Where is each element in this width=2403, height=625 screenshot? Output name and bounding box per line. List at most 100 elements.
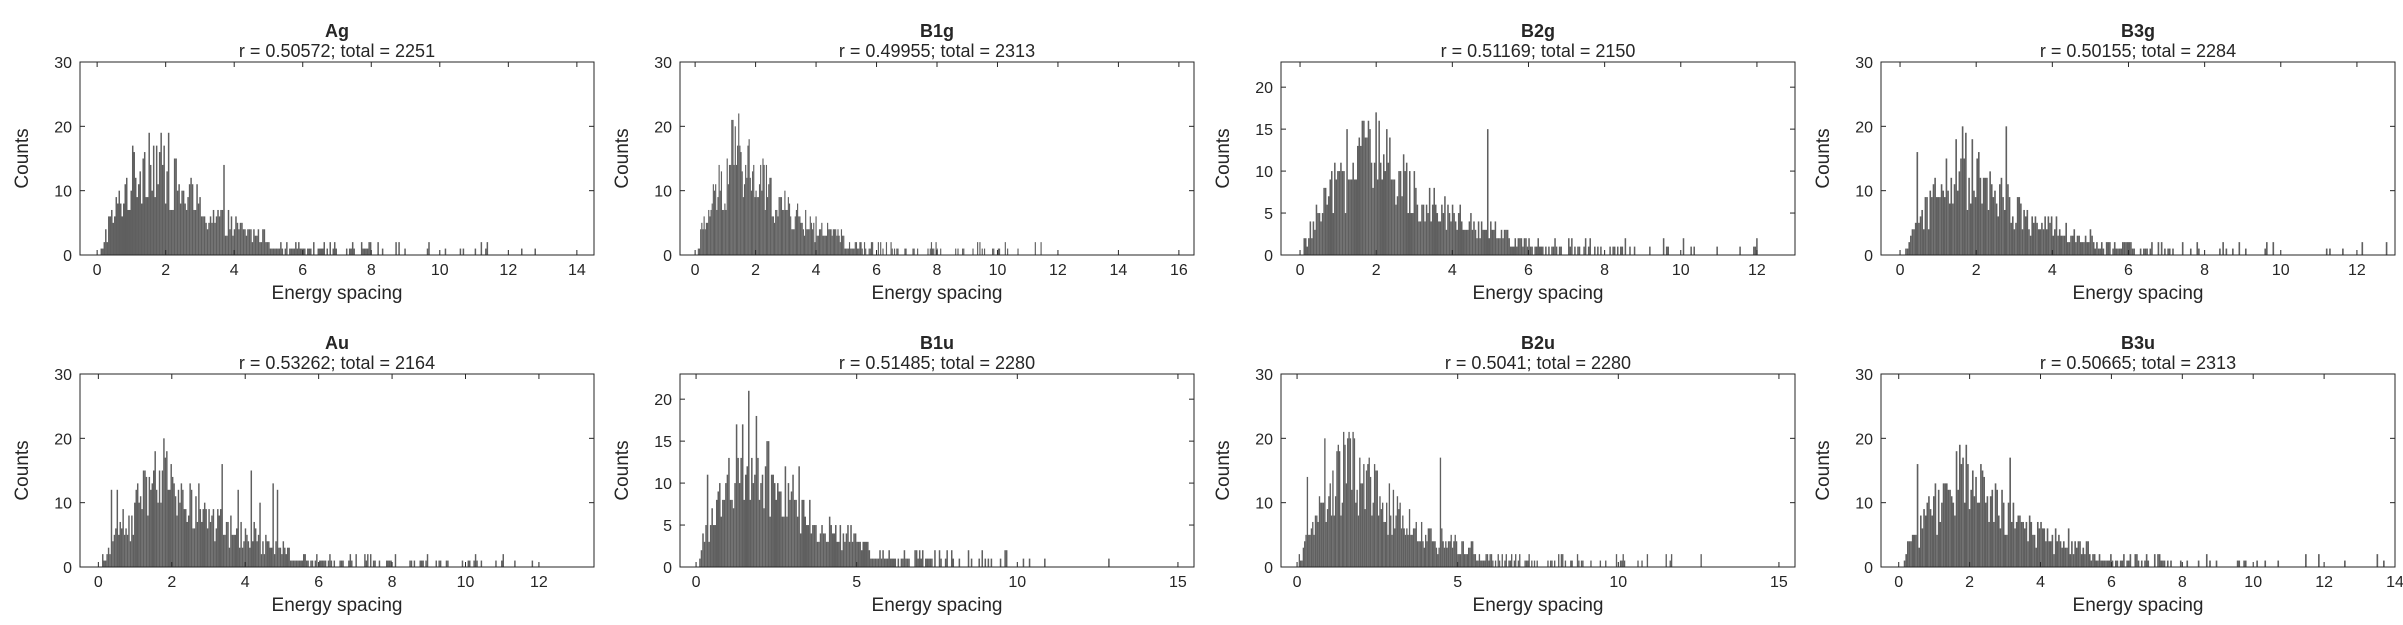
x-tick-label: 16 bbox=[1170, 262, 1188, 279]
histogram-bar bbox=[364, 554, 366, 567]
histogram-bar bbox=[720, 516, 723, 567]
histogram-bar bbox=[2113, 242, 2116, 255]
histogram-bar bbox=[1979, 177, 1982, 255]
chart-title: B2g bbox=[1521, 21, 1555, 41]
histogram-bar bbox=[726, 158, 728, 255]
histogram-bar bbox=[362, 248, 364, 255]
histogram-bar bbox=[933, 248, 935, 255]
histogram-bar bbox=[1334, 496, 1337, 567]
histogram-bar bbox=[2225, 248, 2228, 255]
histogram-bar bbox=[1916, 152, 1919, 255]
histogram-bar bbox=[1466, 554, 1468, 567]
histogram-bar bbox=[1313, 534, 1315, 567]
histogram-bar bbox=[1974, 197, 1977, 255]
histogram-bar bbox=[227, 209, 230, 255]
histogram-bar bbox=[275, 248, 278, 255]
histogram-bar bbox=[2003, 209, 2006, 255]
histogram-bar bbox=[2305, 554, 2307, 567]
histogram-bar bbox=[103, 242, 106, 255]
histogram-bar bbox=[2103, 560, 2106, 567]
histogram-bar bbox=[970, 558, 973, 567]
histogram-bar bbox=[1329, 179, 1331, 255]
histogram-bar bbox=[381, 248, 384, 255]
histogram-bar bbox=[1315, 204, 1318, 255]
histogram-bar bbox=[1667, 246, 1669, 255]
histogram-bar bbox=[1612, 246, 1614, 255]
histogram-bar bbox=[1906, 248, 1909, 255]
histogram-bar bbox=[744, 474, 747, 567]
histogram-bar bbox=[859, 242, 861, 255]
histogram-bar bbox=[1378, 120, 1380, 255]
histogram-bar bbox=[316, 554, 318, 567]
x-axis-label: Energy spacing bbox=[2073, 595, 2204, 616]
histogram-bar bbox=[1448, 213, 1451, 255]
histogram-bar bbox=[851, 248, 853, 255]
histogram-bar bbox=[790, 216, 792, 255]
histogram-bar bbox=[1433, 541, 1435, 567]
histogram-bar bbox=[1990, 184, 1993, 255]
histogram-bar bbox=[1343, 431, 1345, 567]
histogram-bar bbox=[225, 521, 228, 567]
histogram-bar bbox=[265, 534, 267, 567]
axes-box bbox=[1280, 61, 1796, 256]
histogram-bar bbox=[1941, 502, 1943, 567]
histogram-bar bbox=[749, 499, 752, 567]
histogram-bar bbox=[728, 457, 730, 567]
histogram-bar bbox=[859, 541, 861, 567]
histogram-bar bbox=[1937, 489, 1940, 567]
histogram-bar bbox=[273, 554, 276, 567]
histogram-bar bbox=[502, 554, 504, 567]
histogram-bar bbox=[761, 474, 764, 567]
histogram-bar bbox=[1584, 238, 1587, 255]
histogram-bar bbox=[167, 489, 170, 567]
histogram-bar bbox=[276, 489, 279, 567]
histogram-bar bbox=[702, 533, 704, 567]
histogram-bar bbox=[1605, 560, 1607, 567]
histogram-bar bbox=[147, 515, 149, 567]
histogram-bar bbox=[832, 229, 834, 255]
histogram-bar bbox=[1349, 179, 1351, 255]
histogram-bar bbox=[1482, 560, 1485, 567]
histogram-bar bbox=[2073, 229, 2076, 255]
histogram-bar bbox=[1308, 534, 1310, 567]
x-tick-label: 8 bbox=[933, 262, 942, 279]
histogram-bar bbox=[1443, 547, 1446, 567]
histogram-bar bbox=[855, 242, 858, 255]
histogram-bar bbox=[870, 558, 872, 567]
histogram-bar bbox=[192, 528, 194, 567]
histogram-bar bbox=[311, 560, 314, 567]
histogram-bar bbox=[126, 534, 129, 567]
x-tick-label: 2 bbox=[1372, 262, 1381, 279]
histogram-bar bbox=[1355, 502, 1357, 567]
histogram-bar bbox=[797, 203, 799, 255]
histogram-bar bbox=[1355, 179, 1357, 255]
histogram-bar bbox=[1923, 509, 1925, 567]
histogram-bar bbox=[254, 235, 257, 255]
histogram-bar bbox=[1505, 554, 1507, 567]
histogram-bar bbox=[737, 457, 739, 567]
histogram-bar bbox=[917, 558, 919, 567]
histogram-bar bbox=[783, 516, 785, 567]
histogram-bar bbox=[307, 560, 309, 567]
histogram-bar bbox=[1445, 541, 1447, 567]
histogram-bar bbox=[119, 521, 121, 567]
histogram-bar bbox=[116, 489, 119, 567]
histogram-bar bbox=[420, 560, 423, 567]
histogram-bar bbox=[1389, 137, 1391, 255]
histogram-bar bbox=[1570, 560, 1572, 567]
histogram-bar bbox=[206, 229, 209, 255]
histogram-bar bbox=[740, 457, 742, 567]
histogram-bar bbox=[1379, 162, 1382, 255]
histogram-bar bbox=[280, 242, 282, 255]
histogram-bar bbox=[1370, 162, 1373, 255]
histogram-bar bbox=[850, 525, 852, 567]
histogram-bar bbox=[1407, 213, 1409, 255]
histogram-bar bbox=[2052, 235, 2055, 255]
histogram-bar bbox=[219, 509, 222, 567]
y-tick-label: 0 bbox=[1864, 248, 1873, 265]
histogram-bar bbox=[319, 248, 321, 255]
histogram-bar bbox=[1911, 229, 1914, 255]
histogram-bar bbox=[1375, 470, 1377, 567]
histogram-bar bbox=[1504, 560, 1506, 567]
